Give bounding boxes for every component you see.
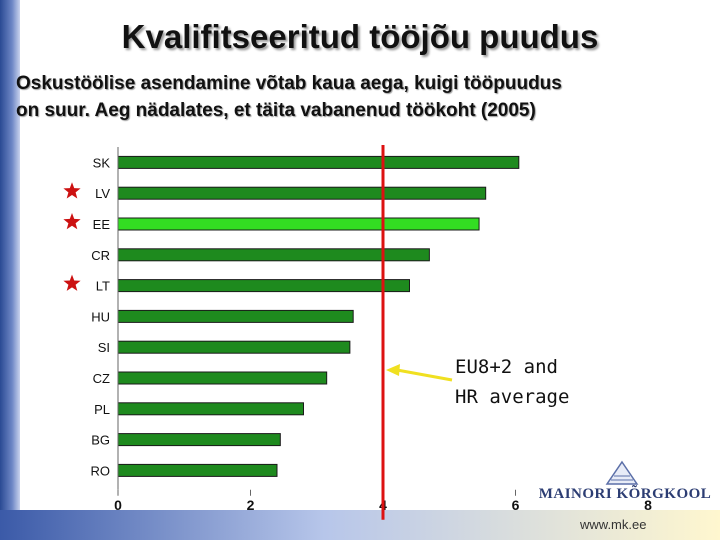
annotation-line-2: HR average <box>455 386 570 408</box>
star-icon <box>63 213 81 230</box>
bar-si <box>117 340 351 354</box>
subtitle-line-2: on suur. Aeg nädalates, et täita vabanen… <box>16 100 536 121</box>
annotation-arrow-line <box>396 368 453 382</box>
subtitle-line-1: Oskustöölise asendamine võtab kaua aega,… <box>16 73 562 94</box>
bottom-decor-bar <box>0 510 720 540</box>
average-annotation: EU8+2 and HR average <box>455 352 595 412</box>
category-label-ro: RO <box>91 463 111 478</box>
bar-lt <box>117 279 410 293</box>
school-logo: MAINORI KÕRGKOOL <box>535 460 715 510</box>
category-label-pl: PL <box>94 402 110 417</box>
bar-ro <box>117 463 278 477</box>
bar-ee <box>117 217 480 231</box>
footer-url: www.mk.ee <box>580 517 647 532</box>
category-label-lt: LT <box>96 279 110 294</box>
slide-subtitle: Oskustöölise asendamine võtab kaua aega,… <box>16 70 716 124</box>
annotation-arrow-head <box>386 364 400 376</box>
x-tick-label: 6 <box>512 497 520 513</box>
x-tick-label: 8 <box>644 497 652 513</box>
left-decor-bar <box>0 0 20 540</box>
bar-pl <box>117 402 304 416</box>
star-icon <box>63 182 81 199</box>
logo-text: MAINORI KÕRGKOOL <box>538 486 712 502</box>
category-label-si: SI <box>98 340 110 355</box>
category-label-cz: CZ <box>93 371 110 386</box>
category-label-lv: LV <box>95 186 110 201</box>
bar-cz <box>117 371 328 385</box>
category-label-cr: CR <box>91 248 110 263</box>
x-tick-label: 0 <box>114 497 122 513</box>
bar-sk <box>117 155 520 169</box>
category-label-bg: BG <box>91 433 110 448</box>
bar-bg <box>117 433 281 447</box>
bar-lv <box>117 186 487 200</box>
bar-hu <box>117 309 354 323</box>
logo-triangle-icon <box>605 460 639 485</box>
slide-title: Kvalifitseeritud tööjõu puudus <box>121 18 599 55</box>
category-label-ee: EE <box>93 217 111 232</box>
category-label-hu: HU <box>91 309 110 324</box>
star-icon <box>63 274 81 291</box>
annotation-line-1: EU8+2 and <box>455 356 558 378</box>
x-tick-label: 2 <box>247 497 255 513</box>
category-label-sk: SK <box>93 155 111 170</box>
